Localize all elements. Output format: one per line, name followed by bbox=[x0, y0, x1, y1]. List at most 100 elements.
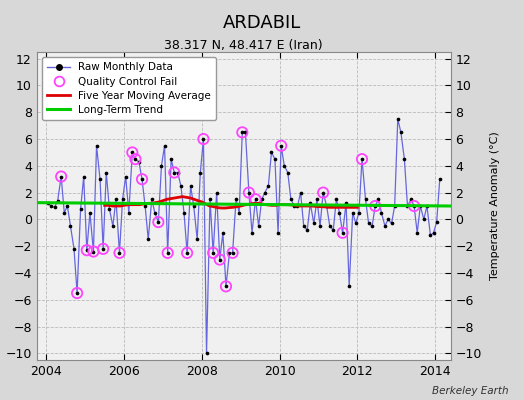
Point bbox=[293, 203, 302, 209]
Point bbox=[108, 223, 117, 229]
Point bbox=[67, 223, 75, 229]
Point bbox=[196, 169, 204, 176]
Point bbox=[384, 216, 392, 222]
Point bbox=[241, 129, 249, 136]
Point bbox=[277, 142, 286, 149]
Point bbox=[252, 196, 260, 202]
Point bbox=[83, 247, 91, 253]
Point bbox=[122, 173, 130, 180]
Point bbox=[105, 206, 114, 212]
Point bbox=[118, 196, 127, 202]
Point bbox=[342, 200, 350, 206]
Point bbox=[235, 210, 243, 216]
Point bbox=[348, 210, 357, 216]
Point bbox=[222, 283, 230, 290]
Point bbox=[400, 156, 409, 162]
Point bbox=[264, 183, 272, 189]
Point bbox=[387, 220, 396, 227]
Legend: Raw Monthly Data, Quality Control Fail, Five Year Moving Average, Long-Term Tren: Raw Monthly Data, Quality Control Fail, … bbox=[42, 57, 216, 120]
Point bbox=[115, 250, 124, 256]
Point bbox=[209, 250, 217, 256]
Point bbox=[374, 196, 383, 202]
Point bbox=[319, 190, 328, 196]
Point bbox=[287, 196, 295, 202]
Point bbox=[290, 203, 299, 209]
Point bbox=[238, 129, 246, 136]
Point bbox=[322, 203, 331, 209]
Point bbox=[86, 210, 94, 216]
Point bbox=[332, 196, 341, 202]
Point bbox=[371, 203, 379, 209]
Point bbox=[57, 173, 66, 180]
Point bbox=[280, 163, 289, 169]
Point bbox=[260, 190, 269, 196]
Point bbox=[154, 219, 162, 225]
Point bbox=[339, 230, 347, 236]
Point bbox=[255, 223, 263, 229]
Point bbox=[180, 210, 188, 216]
Title: 38.317 N, 48.417 E (Iran): 38.317 N, 48.417 E (Iran) bbox=[165, 39, 323, 52]
Point bbox=[335, 210, 344, 216]
Point bbox=[325, 223, 334, 229]
Point bbox=[202, 350, 211, 356]
Point bbox=[160, 142, 169, 149]
Point bbox=[413, 230, 421, 236]
Point bbox=[228, 250, 237, 256]
Point bbox=[225, 250, 234, 256]
Point bbox=[310, 220, 318, 227]
Point bbox=[215, 256, 224, 263]
Point bbox=[199, 136, 208, 142]
Point bbox=[53, 198, 62, 204]
Point bbox=[157, 163, 166, 169]
Point bbox=[228, 250, 237, 256]
Point bbox=[148, 196, 156, 202]
Point bbox=[271, 156, 279, 162]
Point bbox=[381, 223, 389, 229]
Point bbox=[183, 250, 191, 256]
Point bbox=[89, 248, 97, 255]
Point bbox=[190, 203, 198, 209]
Point bbox=[319, 190, 328, 196]
Point bbox=[138, 176, 146, 182]
Point bbox=[274, 230, 282, 236]
Point bbox=[183, 250, 191, 256]
Point bbox=[138, 176, 146, 182]
Point bbox=[358, 156, 366, 162]
Point bbox=[403, 203, 412, 209]
Point bbox=[410, 203, 418, 209]
Point bbox=[73, 290, 81, 296]
Point bbox=[303, 227, 311, 233]
Point bbox=[144, 236, 152, 243]
Point bbox=[209, 250, 217, 256]
Point bbox=[47, 203, 55, 209]
Point bbox=[212, 190, 221, 196]
Point bbox=[70, 246, 78, 252]
Point bbox=[177, 183, 185, 189]
Point bbox=[358, 156, 366, 162]
Point bbox=[416, 203, 424, 209]
Point bbox=[329, 227, 337, 233]
Point bbox=[245, 190, 253, 196]
Point bbox=[170, 169, 179, 176]
Point bbox=[151, 210, 159, 216]
Point bbox=[432, 219, 441, 225]
Point bbox=[368, 223, 376, 229]
Point bbox=[345, 283, 353, 290]
Point bbox=[423, 203, 431, 209]
Point bbox=[99, 246, 107, 252]
Point bbox=[131, 156, 139, 162]
Point bbox=[306, 200, 314, 206]
Point bbox=[355, 210, 363, 216]
Point bbox=[257, 196, 266, 202]
Text: ARDABIL: ARDABIL bbox=[223, 14, 301, 32]
Point bbox=[199, 136, 208, 142]
Point bbox=[92, 142, 101, 149]
Point bbox=[44, 200, 52, 206]
Point bbox=[371, 203, 379, 209]
Y-axis label: Temperature Anomaly (°C): Temperature Anomaly (°C) bbox=[490, 132, 500, 280]
Point bbox=[167, 156, 176, 162]
Point bbox=[102, 169, 111, 176]
Point bbox=[206, 196, 214, 202]
Point bbox=[154, 219, 162, 225]
Point bbox=[170, 169, 179, 176]
